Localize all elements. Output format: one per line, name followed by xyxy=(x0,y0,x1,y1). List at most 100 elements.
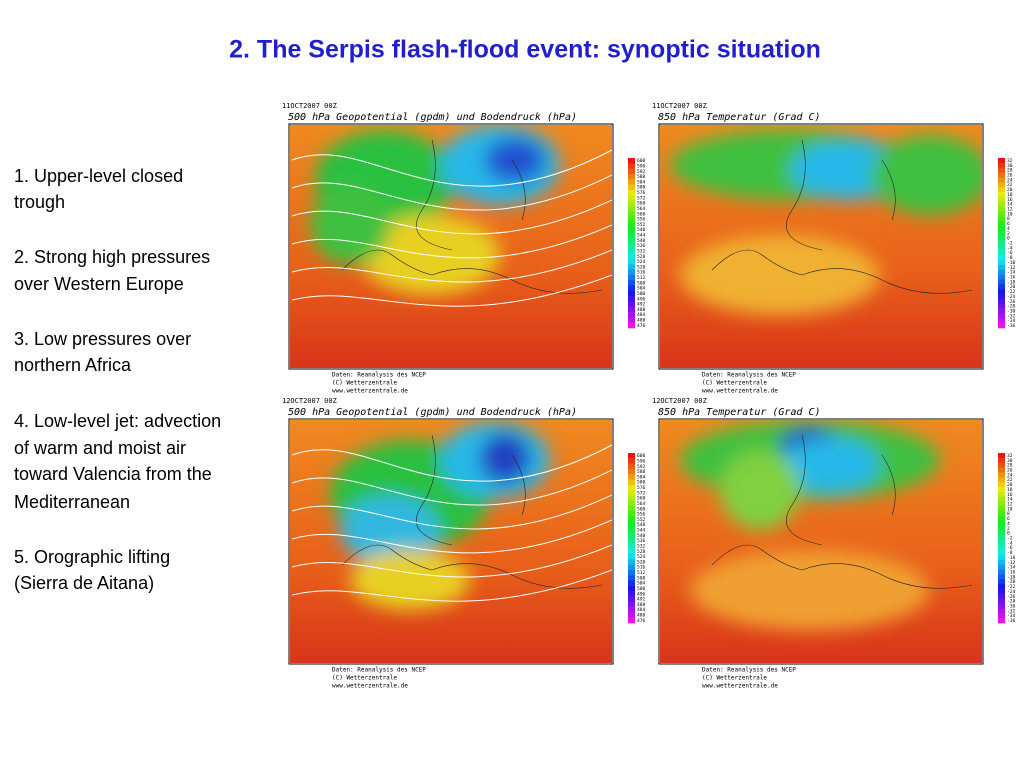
colorbar-label: 476 xyxy=(637,618,646,624)
colorbar-cell xyxy=(628,301,635,308)
colorbar-label: 588 xyxy=(637,469,646,475)
field-area xyxy=(720,450,800,530)
colorbar-cell xyxy=(998,211,1005,217)
colorbar-label: 596 xyxy=(637,163,646,169)
colorbar-label: -22 xyxy=(1007,584,1016,590)
colorbar-label: 592 xyxy=(637,169,646,175)
colorbar-cell xyxy=(998,284,1005,290)
colorbar-cell xyxy=(998,545,1005,551)
colorbar-cell xyxy=(628,200,635,207)
colorbar-cell xyxy=(998,467,1005,473)
colorbar-cell xyxy=(628,569,635,576)
colorbar-label: -36 xyxy=(1007,618,1016,624)
colorbar-cell xyxy=(628,195,635,201)
colorbar-label: 492 xyxy=(637,597,646,603)
colorbar-cell xyxy=(998,303,1005,309)
contour xyxy=(291,469,612,506)
colorbar-label: -32 xyxy=(1007,313,1016,319)
colorbar-label: 2 xyxy=(1007,231,1010,237)
colorbar-cell xyxy=(998,540,1005,546)
colorbar-cell xyxy=(628,248,635,254)
map-credit: www.wetterzentrale.de xyxy=(332,683,408,690)
contour xyxy=(291,544,612,578)
colorbar-label: 30 xyxy=(1007,163,1013,169)
colorbar-label: 4 xyxy=(1007,226,1010,232)
colorbar-label: 0 xyxy=(1007,531,1010,537)
colorbar-label: 8 xyxy=(1007,511,1010,517)
colorbar-cell xyxy=(628,516,635,523)
field-area xyxy=(485,138,545,182)
map-credit: www.wetterzentrale.de xyxy=(332,388,408,395)
colorbar-cell xyxy=(998,501,1005,507)
colorbar-cell xyxy=(628,500,635,507)
colorbar-label: 552 xyxy=(637,222,646,228)
colorbar-label: 32 xyxy=(1007,158,1013,164)
coastline xyxy=(711,139,973,294)
colorbar-cell xyxy=(998,323,1005,329)
colorbar-label: 536 xyxy=(637,538,646,544)
contour xyxy=(291,149,612,187)
colorbar-label: 496 xyxy=(637,296,646,302)
colorbar-label: 16 xyxy=(1007,492,1013,498)
colorbar-label: 484 xyxy=(637,312,646,318)
colorbar-label: 488 xyxy=(637,602,646,608)
colorbar-cell xyxy=(998,221,1005,227)
map-title: 500 hPa Geopotential (gpdm) und Bodendru… xyxy=(288,407,577,418)
colorbar-cell xyxy=(628,179,635,185)
colorbar-label: 500 xyxy=(637,586,646,592)
colorbar-label: -12 xyxy=(1007,265,1016,271)
colorbar-cell xyxy=(998,516,1005,522)
contour xyxy=(291,569,612,602)
colorbar-label: -24 xyxy=(1007,589,1016,595)
map-credit: (C) Wetterzentrale xyxy=(332,675,397,682)
colorbar-cell xyxy=(998,201,1005,207)
map-field xyxy=(291,125,612,307)
map-frame xyxy=(658,418,984,665)
map-frame xyxy=(288,418,614,665)
colorbar-label: -30 xyxy=(1007,309,1016,315)
bullet-line: 3. Low pressures over xyxy=(14,329,191,349)
colorbar-label: 520 xyxy=(637,264,646,270)
colorbar-cell xyxy=(628,484,635,491)
colorbar-cell xyxy=(998,482,1005,488)
colorbar-label: 12 xyxy=(1007,207,1013,213)
colorbar-cell xyxy=(998,289,1005,295)
colorbar-label: 536 xyxy=(637,243,646,249)
colorbar-cell xyxy=(998,196,1005,203)
map-field xyxy=(680,420,973,630)
colorbar-cell xyxy=(628,227,635,233)
colorbar-label: 564 xyxy=(637,501,646,507)
colorbar-cell xyxy=(628,575,635,581)
colorbar-label: 6 xyxy=(1007,516,1010,522)
colorbar-cell xyxy=(628,285,635,292)
colorbar-cell xyxy=(628,216,635,223)
colorbar-label: 26 xyxy=(1007,468,1013,474)
colorbar-cell xyxy=(998,206,1005,212)
colorbar-cell xyxy=(628,612,635,618)
colorbar-label: 14 xyxy=(1007,497,1013,503)
colorbar-cell xyxy=(628,495,635,502)
contour xyxy=(291,519,612,554)
colorbar-cell xyxy=(998,158,1005,164)
colorbar-label: 580 xyxy=(637,480,646,486)
colorbar-cell xyxy=(628,474,635,480)
field-area xyxy=(340,495,440,565)
colorbar-label: 508 xyxy=(637,280,646,286)
bullet-line: of warm and moist air xyxy=(14,438,186,458)
bullet-line: Mediterranean xyxy=(14,492,130,512)
colorbar-label: 564 xyxy=(637,206,646,212)
colorbar-cell xyxy=(998,279,1005,285)
slide-title: 2. The Serpis flash-flood event: synopti… xyxy=(229,36,821,64)
contour xyxy=(291,494,612,530)
colorbar-cell xyxy=(628,290,635,297)
colorbar-label: -16 xyxy=(1007,275,1016,281)
colorbar-cell xyxy=(628,317,635,323)
colorbar-label: 560 xyxy=(637,506,646,512)
colorbar-label: -6 xyxy=(1007,545,1013,551)
colorbar-label: 504 xyxy=(637,581,646,587)
colorbar-cell xyxy=(998,250,1005,256)
colorbar-label: 524 xyxy=(637,554,646,560)
colorbar-cell xyxy=(998,182,1005,188)
coastline xyxy=(711,434,973,589)
colorbar-cell xyxy=(628,532,635,539)
